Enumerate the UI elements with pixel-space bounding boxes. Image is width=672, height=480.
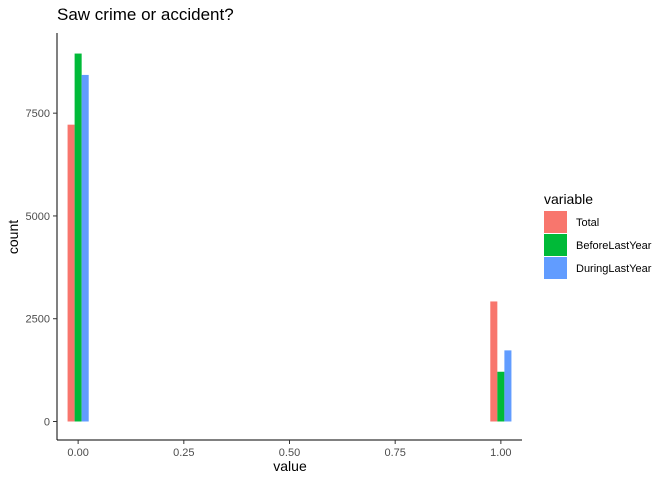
x-axis-title: value bbox=[273, 458, 307, 474]
bars-layer bbox=[67, 53, 512, 422]
legend-key-Total bbox=[544, 211, 567, 233]
x-tick-label: 0.00 bbox=[67, 447, 88, 459]
y-tick-label: 7500 bbox=[26, 108, 50, 120]
y-tick-label: 0 bbox=[44, 417, 50, 429]
x-tick-label: 0.50 bbox=[279, 447, 300, 459]
bar-Total-1 bbox=[490, 301, 498, 422]
legend-key-BeforeLastYear bbox=[544, 234, 567, 256]
x-tick-label: 1.00 bbox=[490, 447, 511, 459]
y-tick-label: 5000 bbox=[26, 211, 50, 223]
bar-BeforeLastYear-0 bbox=[74, 53, 82, 422]
legend-key-DuringLastYear bbox=[544, 257, 567, 279]
x-tick-label: 0.75 bbox=[384, 447, 405, 459]
bar-BeforeLastYear-1 bbox=[497, 371, 505, 422]
x-tick-label: 0.25 bbox=[173, 447, 194, 459]
chart-title: Saw crime or accident? bbox=[57, 5, 234, 24]
legend-items: Total BeforeLastYear DuringLastYear bbox=[544, 211, 652, 279]
bar-DuringLastYear-1 bbox=[504, 350, 512, 422]
legend-title: variable bbox=[544, 191, 593, 207]
bar-Total-0 bbox=[67, 124, 75, 422]
x-axis-ticks: 0.00 0.25 0.50 0.75 1.00 bbox=[67, 440, 512, 459]
legend-label-Total: Total bbox=[576, 217, 599, 229]
bar-DuringLastYear-0 bbox=[81, 74, 89, 422]
y-tick-label: 2500 bbox=[26, 314, 50, 326]
legend: variable Total BeforeLastYear DuringLastYe… bbox=[544, 191, 652, 279]
y-axis-title: count bbox=[5, 220, 21, 254]
y-axis-ticks: 0 2500 5000 7500 bbox=[26, 108, 57, 429]
legend-label-BeforeLastYear: BeforeLastYear bbox=[576, 240, 652, 252]
legend-label-DuringLastYear: DuringLastYear bbox=[576, 263, 652, 275]
